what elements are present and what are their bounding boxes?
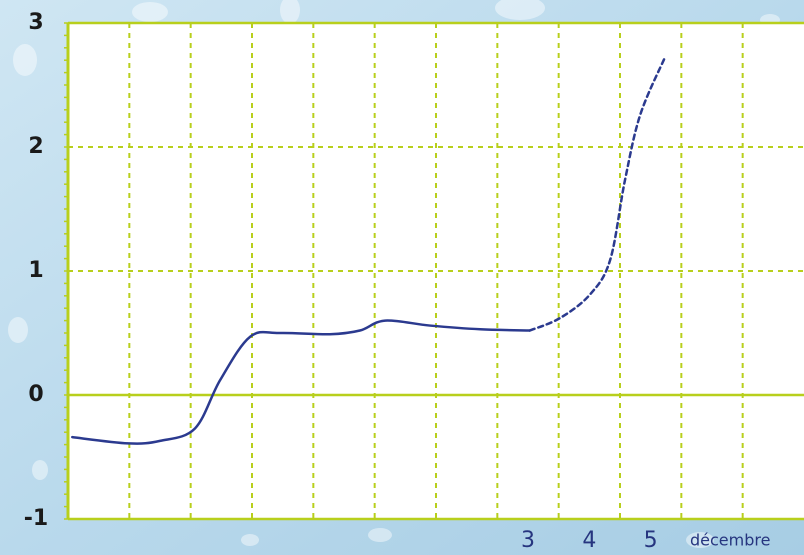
y-tick-label: 1 (28, 258, 43, 283)
chart: décembre -1 0 1 2 3 3 4 5 (0, 0, 804, 555)
y-tick-label: 0 (28, 382, 43, 407)
y-tick-label: 2 (28, 134, 43, 159)
x-tick-label: 3 (521, 528, 535, 553)
x-tick-label: 4 (582, 528, 596, 553)
y-tick-label: -1 (24, 506, 48, 531)
x-tick-label: 5 (644, 528, 658, 553)
y-tick-label: 3 (28, 10, 43, 35)
x-axis-label: décembre (690, 531, 770, 550)
